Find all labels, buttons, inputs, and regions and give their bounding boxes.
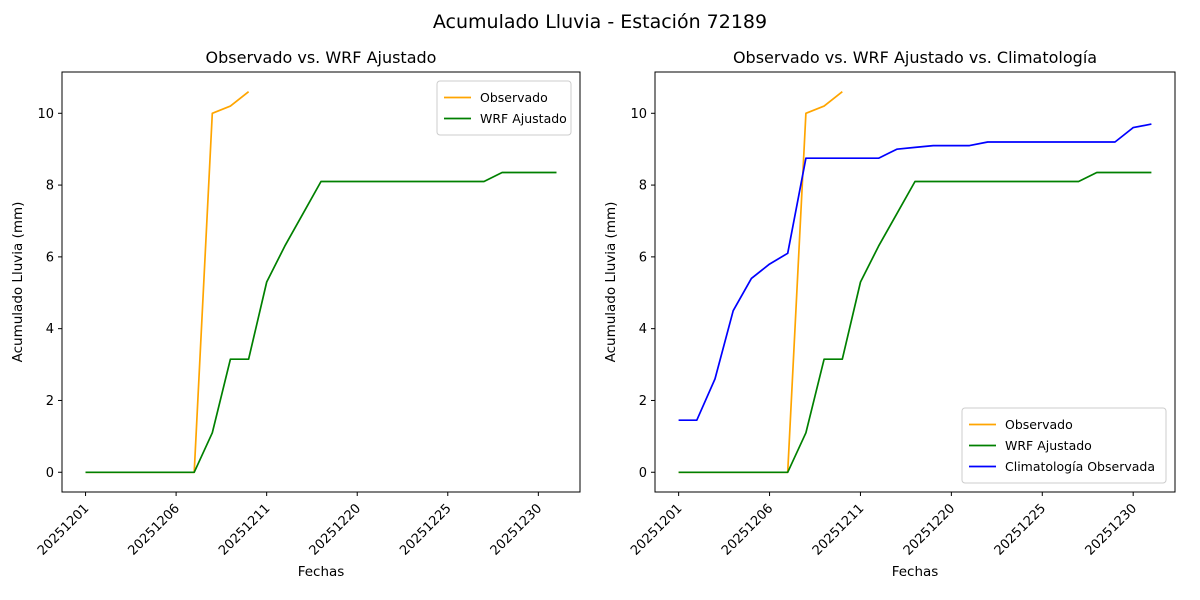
x-tick-label: 20251225 bbox=[397, 501, 454, 558]
y-tick-label: 2 bbox=[46, 394, 54, 409]
y-tick-label: 10 bbox=[630, 107, 647, 122]
y-tick-label: 6 bbox=[639, 250, 647, 265]
x-tick-label: 20251220 bbox=[901, 501, 958, 558]
x-axis-label: Fechas bbox=[298, 564, 345, 580]
x-tick-label: 20251220 bbox=[307, 501, 364, 558]
legend-label-observado: Observado bbox=[480, 90, 548, 105]
series-line-climatología-observada bbox=[678, 123, 1152, 422]
chart-title: Observado vs. WRF Ajustado bbox=[206, 48, 437, 67]
x-tick-label: 20251201 bbox=[628, 501, 685, 558]
y-tick-label: 4 bbox=[639, 322, 647, 337]
legend-frame bbox=[436, 80, 572, 136]
chart-observado-vs.-wrf-ajustado: 0 2 4 6 8 10 20251201 20251206 20251211 20251220 2… bbox=[10, 48, 581, 580]
y-axis-label: Acumulado Lluvia (mm) bbox=[10, 202, 26, 363]
figure-title: Acumulado Lluvia - Estación 72189 bbox=[432, 11, 768, 33]
x-tick-label: 20251206 bbox=[126, 501, 183, 558]
series-line-observado bbox=[678, 91, 843, 474]
y-tick-label: 0 bbox=[46, 466, 54, 481]
chart-title: Observado vs. WRF Ajustado vs. Climatolo… bbox=[733, 48, 1097, 67]
y-axis-label: Acumulado Lluvia (mm) bbox=[603, 202, 619, 363]
legend-frame bbox=[961, 407, 1167, 484]
y-tick-label: 8 bbox=[46, 179, 54, 194]
x-tick-label: 20251201 bbox=[35, 501, 92, 558]
series-line-observado bbox=[85, 91, 250, 474]
y-tick-label: 0 bbox=[639, 466, 647, 481]
x-axis-label: Fechas bbox=[892, 564, 939, 580]
legend: Observado WRF Ajustado bbox=[436, 80, 572, 136]
x-tick-label: 20251225 bbox=[992, 501, 1049, 558]
x-tick-label: 20251211 bbox=[810, 501, 867, 558]
legend-label-wrf-ajustado: WRF Ajustado bbox=[480, 111, 567, 126]
axes-frame bbox=[654, 71, 1176, 493]
legend: Observado WRF Ajustado Climatología Observ… bbox=[961, 407, 1167, 484]
y-tick-label: 10 bbox=[37, 107, 54, 122]
chart-observado-vs.-wrf-ajustado-vs.-climatología: 0 2 4 6 8 10 20251201 20251206 20251211 20251220 2… bbox=[603, 48, 1176, 580]
x-tick-label: 20251230 bbox=[1083, 501, 1140, 558]
x-tick-label: 20251206 bbox=[719, 501, 776, 558]
legend-label-observado: Observado bbox=[1005, 417, 1073, 432]
y-tick-label: 2 bbox=[639, 394, 647, 409]
y-tick-label: 4 bbox=[46, 322, 54, 337]
legend-label-wrf-ajustado: WRF Ajustado bbox=[1005, 438, 1092, 453]
legend-label-climatología-observada: Climatología Observada bbox=[1005, 459, 1155, 474]
x-tick-label: 20251211 bbox=[216, 501, 273, 558]
series-line-wrf-ajustado bbox=[678, 171, 1152, 474]
y-tick-label: 8 bbox=[639, 179, 647, 194]
y-tick-label: 6 bbox=[46, 250, 54, 265]
x-tick-label: 20251230 bbox=[488, 501, 545, 558]
series-line-wrf-ajustado bbox=[85, 171, 557, 474]
axes-frame bbox=[61, 71, 581, 493]
